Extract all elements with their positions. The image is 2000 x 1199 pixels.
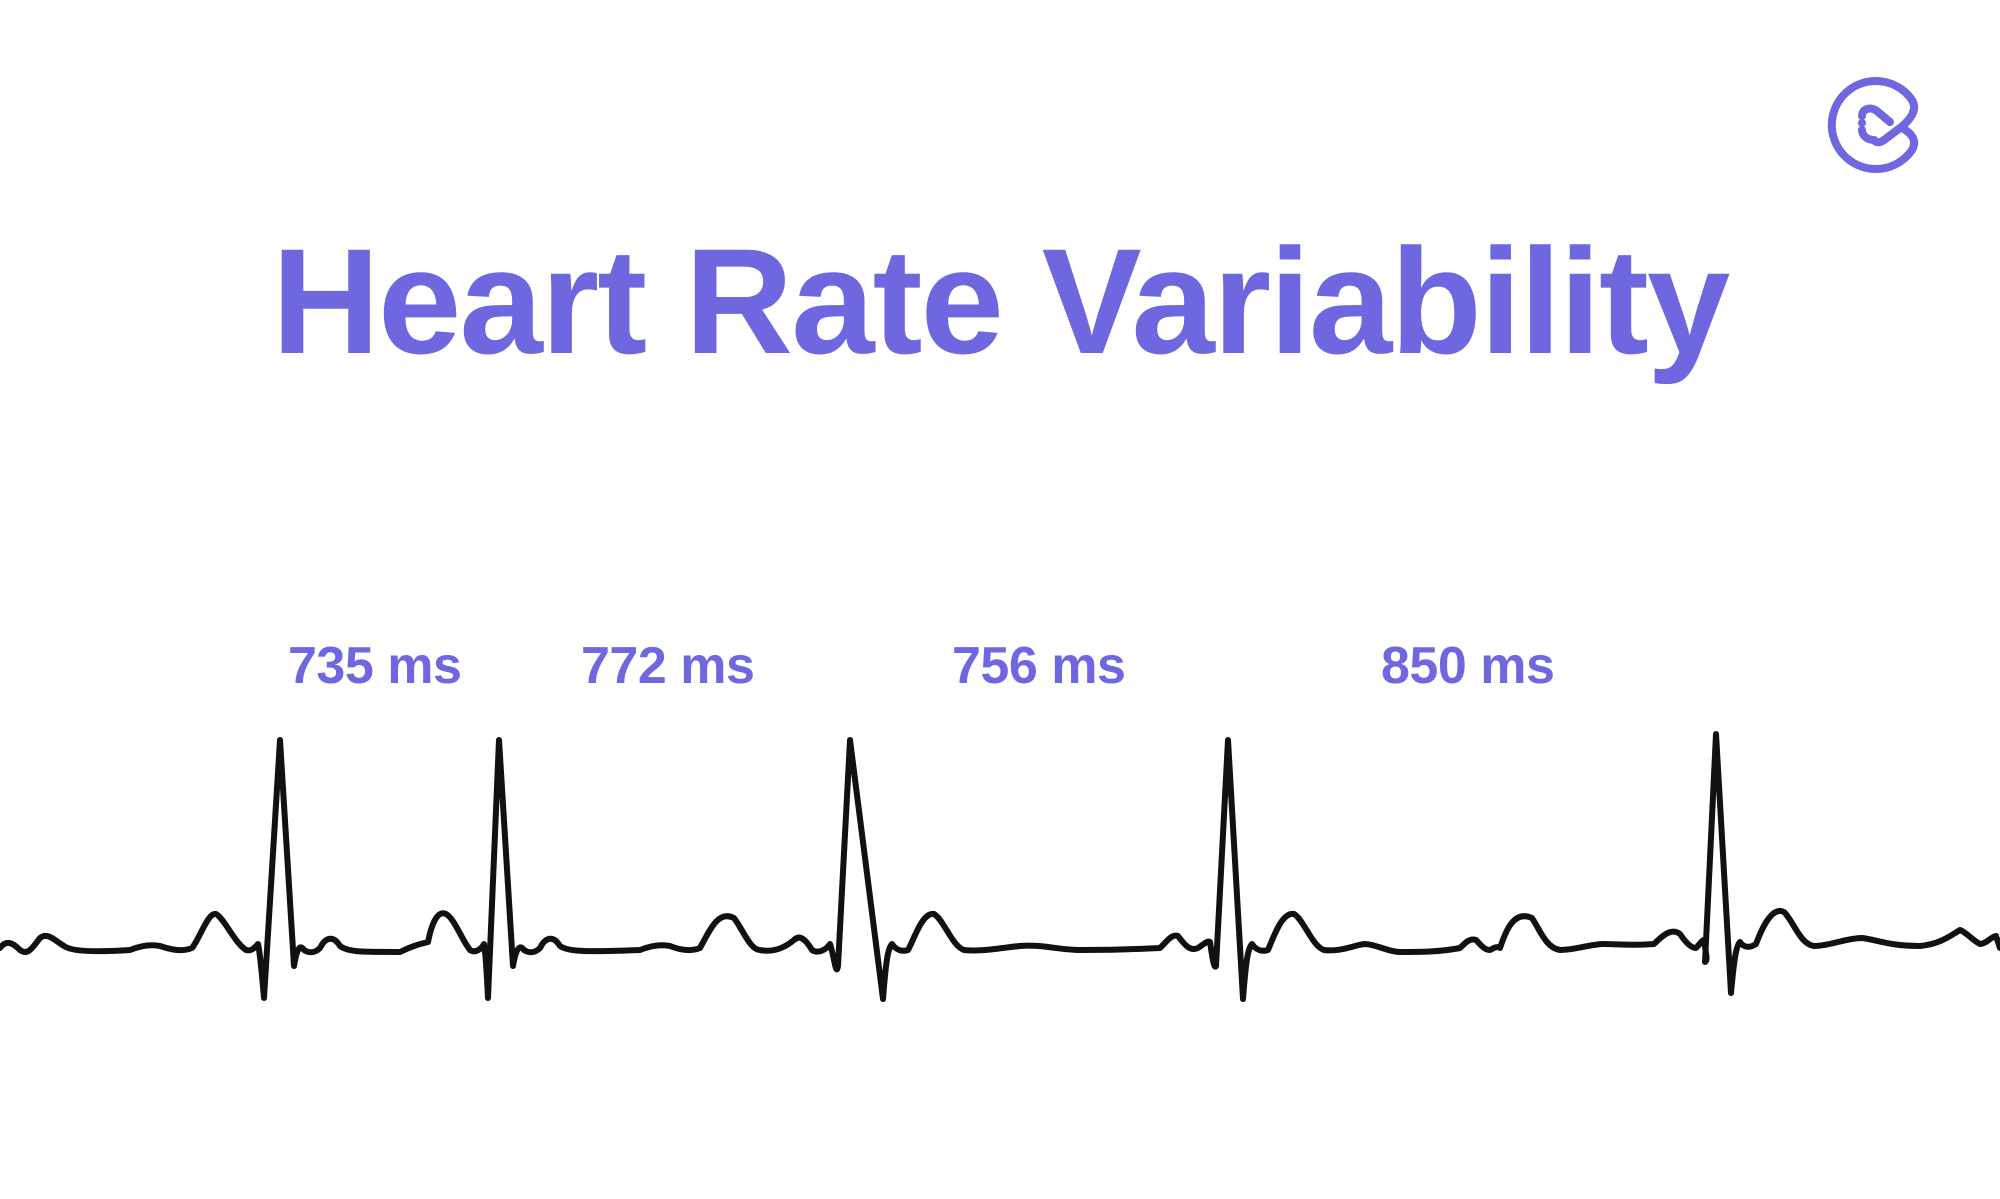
interval-label-2: 772 ms (581, 637, 755, 695)
page-title: Heart Rate Variability (271, 217, 1731, 385)
brand-logo-icon (1827, 77, 1919, 173)
interval-label-3: 756 ms (952, 637, 1126, 695)
interval-label-4: 850 ms (1381, 637, 1555, 695)
interval-label-1: 735 ms (288, 637, 462, 695)
